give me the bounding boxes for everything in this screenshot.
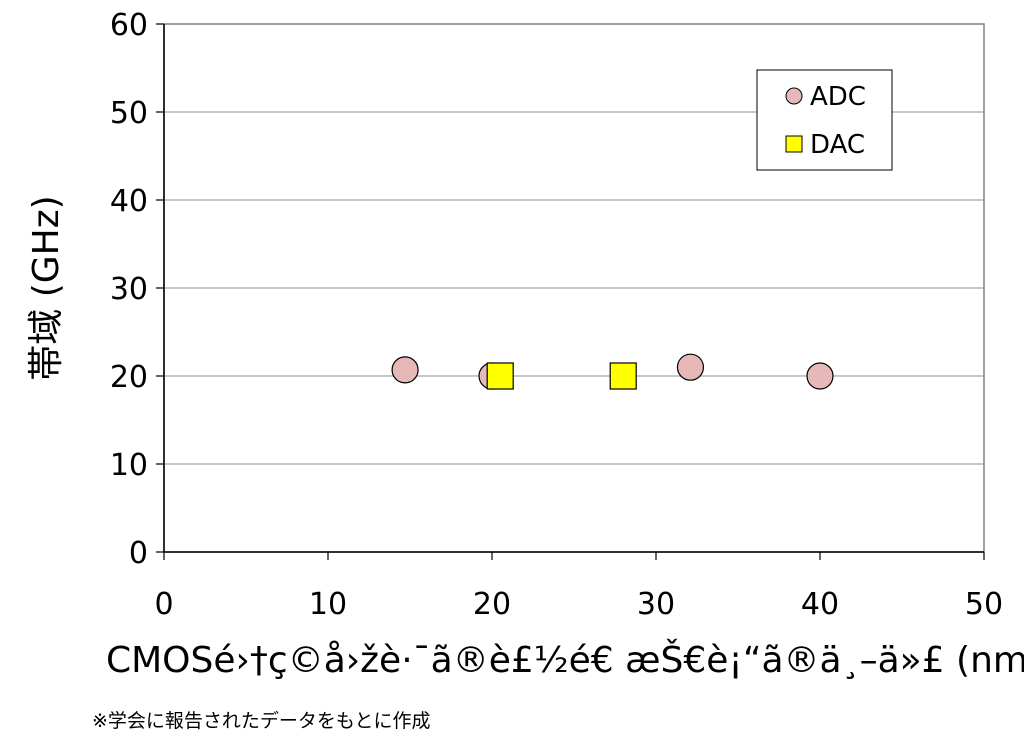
footnote: ※学会に報告されたデータをもとに作成 (92, 710, 431, 732)
grid-lines (164, 111, 984, 465)
data-points (391, 353, 834, 390)
legend-box (756, 69, 893, 171)
legend: ADC DAC (756, 69, 893, 171)
legend-label-dac: DAC (810, 130, 865, 160)
legend-label-adc: ADC (810, 82, 866, 112)
data-point-dac (609, 362, 637, 390)
data-point-adc (676, 353, 705, 381)
y-tick-label: 20 (110, 360, 148, 395)
axes (156, 23, 985, 560)
x-tick-label: 0 (154, 587, 173, 622)
data-point-dac (486, 362, 514, 390)
y-tick-label: 30 (110, 272, 148, 307)
tick-labels: 0 10 20 30 40 50 60 0 10 20 30 40 50 (110, 8, 1003, 622)
data-point-adc (391, 356, 419, 384)
y-tick-label: 40 (110, 184, 148, 219)
x-tick-label: 30 (637, 587, 675, 622)
y-tick-label: 10 (110, 448, 148, 483)
x-tick-label: 40 (801, 587, 839, 622)
y-tick-label: 0 (129, 536, 148, 571)
x-tick-label: 20 (473, 587, 511, 622)
legend-marker-adc (785, 87, 803, 105)
y-tick-label: 50 (110, 96, 148, 131)
legend-marker-dac (785, 135, 803, 153)
x-tick-label: 50 (965, 587, 1003, 622)
x-tick-label: 10 (309, 587, 347, 622)
y-axis-title: 帯域 (GHz) (26, 195, 67, 380)
x-axis-title: CMOSé›†ç©å›žè·¯ã®è£½é€ æŠ€è¡“ã®ä¸–ä»£ (n… (106, 639, 1024, 681)
data-point-adc (806, 362, 834, 390)
y-tick-label: 60 (110, 8, 148, 43)
